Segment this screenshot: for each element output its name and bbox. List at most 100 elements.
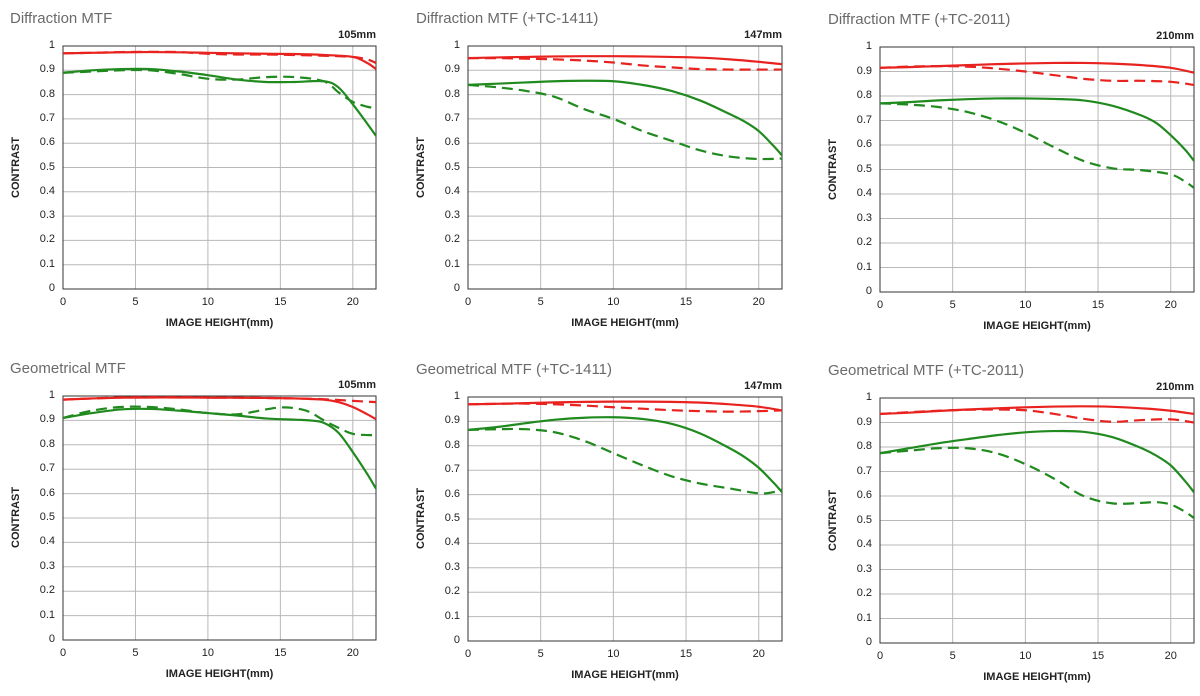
focal-length-label: 147mm xyxy=(744,29,782,41)
y-tick-label: 0.6 xyxy=(856,489,872,501)
y-tick-label: 0.1 xyxy=(39,257,55,270)
y-tick-label: 0.9 xyxy=(444,414,460,427)
y-tick-label: 0 xyxy=(865,285,872,297)
x-axis-label: IMAGE HEIGHT(mm) xyxy=(983,320,1091,332)
chart-title: Geometrical MTF (+TC-1411) xyxy=(416,361,613,378)
series-green-solid-line xyxy=(63,407,376,490)
y-tick-label: 0.4 xyxy=(856,187,872,199)
y-tick-label: 0.4 xyxy=(444,184,460,197)
y-tick-label: 0.7 xyxy=(444,463,460,476)
y-tick-label: 0.1 xyxy=(444,609,460,622)
series-green-solid-line xyxy=(63,67,376,137)
x-tick-label: 5 xyxy=(537,648,544,660)
y-tick-label: 0.1 xyxy=(856,611,872,624)
x-tick-label: 20 xyxy=(1164,650,1177,662)
y-tick-label: 0.6 xyxy=(444,136,460,149)
y-tick-label: 0.2 xyxy=(856,236,872,248)
y-tick-label: 0.8 xyxy=(856,440,872,452)
y-tick-label: 1 xyxy=(453,390,460,402)
x-axis-label: IMAGE HEIGHT(mm) xyxy=(165,668,274,680)
x-tick-label: 5 xyxy=(949,299,956,311)
x-tick-label: 5 xyxy=(537,296,544,308)
x-tick-label: 20 xyxy=(1164,299,1177,311)
y-tick-label: 1 xyxy=(865,391,872,403)
series-red-dashed-line xyxy=(880,65,1194,87)
series-green-dashed-line xyxy=(880,102,1194,189)
y-tick-label: 0.6 xyxy=(39,486,55,499)
series-green-solid-line xyxy=(880,97,1194,162)
y-tick-label: 0.5 xyxy=(39,160,55,173)
y-tick-label: 0.9 xyxy=(444,63,460,76)
y-tick-label: 0.6 xyxy=(39,136,55,149)
x-tick-label: 5 xyxy=(132,296,139,308)
plot-frame xyxy=(467,396,783,642)
y-tick-label: 0.2 xyxy=(856,587,872,599)
x-tick-label: 15 xyxy=(274,296,287,308)
y-tick-label: 0.3 xyxy=(444,209,460,222)
y-tick-label: 0 xyxy=(453,634,460,646)
x-axis-label: IMAGE HEIGHT(mm) xyxy=(571,669,679,681)
y-tick-label: 0.5 xyxy=(444,160,460,173)
series-red-dashed-line xyxy=(880,408,1194,424)
y-tick-label: 0.1 xyxy=(39,608,55,621)
x-tick-label: 15 xyxy=(679,648,693,660)
x-axis-label: IMAGE HEIGHT(mm) xyxy=(165,317,274,329)
x-tick-label: 15 xyxy=(1091,650,1105,662)
y-tick-label: 0.4 xyxy=(39,535,55,548)
x-tick-label: 0 xyxy=(876,299,884,311)
y-tick-label: 0.5 xyxy=(856,513,872,526)
chart-title: Diffraction MTF (+TC-1411) xyxy=(416,10,599,27)
chart-title: Diffraction MTF (+TC-2011) xyxy=(828,11,1011,28)
y-tick-label: 0.3 xyxy=(856,211,872,224)
y-tick-label: 0.1 xyxy=(444,257,460,270)
y-tick-label: 0.3 xyxy=(856,562,872,575)
focal-length-label: 105mm xyxy=(338,379,376,391)
y-tick-label: 0.4 xyxy=(856,538,872,550)
y-tick-label: 0.9 xyxy=(39,63,55,76)
x-tick-label: 15 xyxy=(1091,299,1105,311)
plot-frame xyxy=(879,46,1195,293)
y-tick-label: 0.1 xyxy=(856,260,872,273)
x-tick-label: 10 xyxy=(201,296,215,308)
y-tick-label: 0.8 xyxy=(444,87,460,100)
series-red-dashed-line xyxy=(63,50,376,65)
y-tick-label: 0.5 xyxy=(39,511,55,523)
chart-title: Geometrical MTF (+TC-2011) xyxy=(828,362,1025,379)
x-tick-label: 10 xyxy=(1019,650,1032,662)
focal-length-label: 105mm xyxy=(338,29,376,41)
y-tick-label: 0.3 xyxy=(39,559,55,572)
x-tick-label: 20 xyxy=(346,296,359,308)
x-tick-label: 5 xyxy=(132,647,139,659)
series-green-dashed-line xyxy=(63,68,376,110)
x-tick-label: 20 xyxy=(346,647,359,659)
x-tick-label: 0 xyxy=(59,647,67,659)
plot-frame xyxy=(467,45,783,290)
plot-frame xyxy=(879,397,1195,644)
x-tick-label: 20 xyxy=(752,648,765,660)
x-tick-label: 10 xyxy=(201,647,215,659)
y-tick-label: 0.8 xyxy=(39,87,55,100)
plot-frame xyxy=(62,45,377,290)
x-tick-label: 10 xyxy=(1019,299,1032,311)
y-tick-label: 0.9 xyxy=(856,415,872,428)
y-tick-label: 0.9 xyxy=(39,413,55,426)
plot-frame xyxy=(62,395,377,641)
series-green-dashed-line xyxy=(468,83,782,161)
y-tick-label: 0.7 xyxy=(39,111,55,124)
y-tick-label: 0.8 xyxy=(39,437,55,450)
x-tick-label: 5 xyxy=(949,650,956,662)
y-tick-label: 0 xyxy=(453,282,460,294)
y-tick-label: 0 xyxy=(48,282,55,294)
y-tick-label: 1 xyxy=(865,40,872,52)
series-red-dashed-line xyxy=(63,396,376,404)
y-tick-label: 0.2 xyxy=(39,233,55,246)
y-tick-label: 0.2 xyxy=(444,585,460,598)
focal-length-label: 210mm xyxy=(1156,30,1194,42)
x-axis-label: IMAGE HEIGHT(mm) xyxy=(983,671,1091,683)
y-tick-label: 0.2 xyxy=(39,584,55,597)
x-tick-label: 0 xyxy=(876,650,884,662)
